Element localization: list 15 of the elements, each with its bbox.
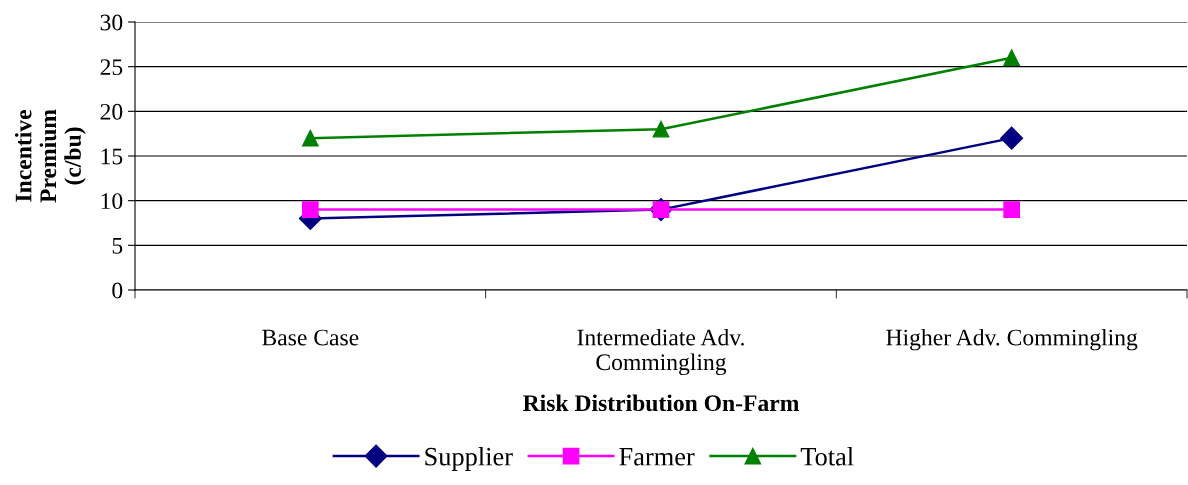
x-axis-title: Risk Distribution On-Farm: [523, 394, 799, 412]
legend-label: Supplier: [425, 447, 513, 471]
x-tick-label: Higher Adv. Commingling: [886, 328, 1138, 351]
legend-label: Farmer: [619, 448, 695, 466]
y-tick-label: 0: [112, 282, 123, 299]
legend-label: Total: [800, 447, 854, 466]
y-tick-label: 15: [101, 148, 123, 165]
x-tick-label: Base Case: [262, 329, 359, 346]
y-tick-label: 25: [100, 59, 123, 76]
y-axis-title: Incentive Premium (c/bu): [14, 109, 86, 203]
x-tick-label: Intermediate Adv. Commingling: [577, 328, 744, 376]
y-tick-label: 5: [112, 238, 123, 254]
y-tick-label: 30: [100, 14, 123, 31]
y-tick-label: 20: [100, 103, 123, 120]
y-tick-label: 10: [101, 193, 123, 210]
